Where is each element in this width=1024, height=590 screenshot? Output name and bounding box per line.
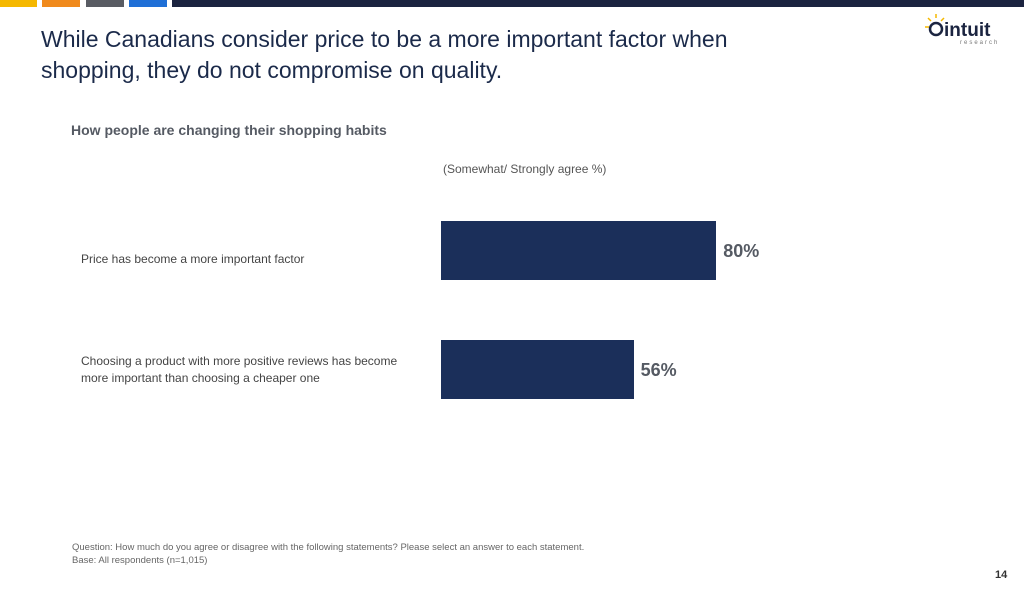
question-note: Question: How much do you agree or disag… (72, 542, 585, 553)
stripe-gray (86, 0, 124, 7)
stripe-blue (129, 0, 167, 7)
bar-0 (441, 221, 717, 280)
category-label-1: Choosing a product with more positive re… (81, 354, 398, 385)
stripe-yellow (0, 0, 37, 7)
base-note: Base: All respondents (n=1,015) (72, 555, 208, 566)
unit-label: (Somewhat/ Strongly agree %) (443, 162, 607, 176)
bar-1 (441, 340, 634, 399)
category-label-0: Price has become a more important factor (81, 252, 305, 266)
stripe-navy (172, 0, 1024, 7)
intuit-logo: intuit research (925, 14, 999, 46)
svg-text:research: research (960, 40, 999, 46)
slide-title: While Canadians consider price to be a m… (41, 26, 728, 83)
svg-text:intuit: intuit (944, 20, 991, 41)
data-label-1: 56% (640, 360, 677, 380)
page-number: 14 (995, 569, 1008, 581)
stripe-orange (42, 0, 80, 7)
chart-title: How people are changing their shopping h… (71, 122, 387, 138)
data-label-0: 80% (723, 241, 760, 261)
